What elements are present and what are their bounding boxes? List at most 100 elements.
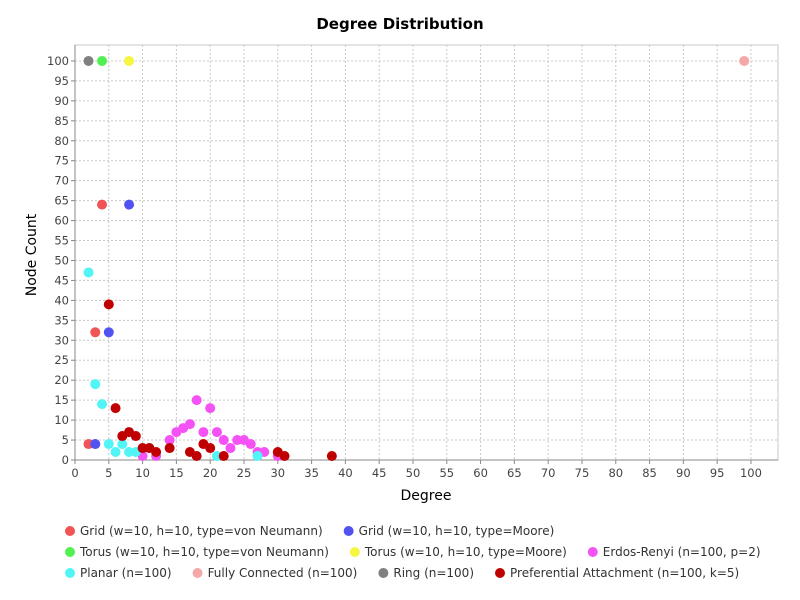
data-point [252,451,263,462]
y-tick-label: 55 [54,234,69,248]
x-tick-label: 5 [105,466,112,480]
data-point [90,379,101,390]
data-point [90,327,101,338]
x-tick-label: 65 [507,466,522,480]
data-point [164,435,175,446]
x-tick-label: 20 [203,466,218,480]
data-point [97,199,108,210]
x-tick-label: 75 [575,466,590,480]
data-point [279,451,290,462]
x-tick-label: 10 [135,466,150,480]
data-point [130,431,141,442]
legend-marker [192,568,203,578]
x-tick-label: 30 [270,466,285,480]
y-tick-label: 0 [62,453,69,467]
legend-label: Torus (w=10, h=10, type=von Neumann) [79,545,329,559]
x-tick-label: 55 [439,466,454,480]
x-tick-label: 25 [237,466,252,480]
plot-background [74,44,779,461]
y-tick-label: 90 [54,94,69,108]
data-point [151,447,162,458]
legend-label: Planar (n=100) [80,566,172,580]
x-axis-title: Degree [401,488,452,504]
data-point [90,439,101,450]
x-tick-label: 45 [372,466,387,480]
data-point [124,55,135,66]
data-point [97,399,108,410]
data-point [191,451,202,462]
y-tick-label: 5 [62,433,69,447]
data-point [83,55,94,66]
data-point [184,419,195,430]
x-tick-label: 85 [642,466,657,480]
legend-label: Ring (n=100) [393,566,474,580]
legend-label: Torus (w=10, h=10, type=Moore) [364,545,567,559]
legend-label: Erdos-Renyi (n=100, p=2) [603,545,761,559]
y-tick-label: 50 [54,253,69,267]
data-point [218,451,229,462]
legend-marker [495,568,505,578]
data-point [245,439,256,450]
legend-marker [349,547,360,557]
data-point [198,427,209,438]
data-point [97,55,108,66]
legend-marker [587,547,598,557]
legend-label: Fully Connected (n=100) [208,566,358,580]
chart-title: Degree Distribution [316,15,483,33]
x-tick-label: 15 [169,466,184,480]
y-tick-label: 75 [54,154,69,168]
data-point [83,267,94,278]
data-point [211,427,222,438]
y-tick-label: 25 [54,353,69,367]
x-tick-label: 100 [740,466,762,480]
data-point [117,439,128,450]
legend-marker [65,547,75,557]
y-tick-label: 35 [54,313,69,327]
y-tick-label: 60 [54,214,69,228]
data-point [124,199,135,210]
x-tick-label: 70 [541,466,556,480]
data-point [103,327,114,338]
y-tick-label: 30 [54,333,69,347]
y-tick-label: 10 [54,413,69,427]
data-point [205,403,216,414]
y-tick-label: 45 [54,273,69,287]
y-tick-label: 80 [54,134,69,148]
x-tick-label: 40 [338,466,353,480]
legend-marker [65,568,75,578]
legend-label: Preferential Attachment (n=100, k=5) [510,566,739,580]
y-tick-label: 85 [54,114,69,128]
x-tick-label: 95 [710,466,725,480]
x-tick-label: 35 [304,466,319,480]
legend-marker [378,568,389,578]
y-axis-title: Node Count [24,213,40,296]
data-point [218,435,229,446]
legend: Grid (w=10, h=10, type=von Neumann) Grid … [65,524,761,580]
y-tick-label: 70 [54,174,69,188]
y-tick-label: 40 [54,293,69,307]
y-tick-label: 65 [54,194,69,208]
legend-marker [343,526,354,536]
data-point [205,443,216,454]
legend-marker [65,526,75,536]
x-tick-label: 0 [71,466,78,480]
x-tick-label: 90 [676,466,691,480]
x-tick-label: 80 [608,466,623,480]
data-point [110,447,121,458]
data-point [191,395,202,406]
legend-label: Grid (w=10, h=10, type=Moore) [359,524,555,538]
data-point [326,451,337,462]
y-tick-label: 95 [54,74,69,88]
x-tick-label: 60 [473,466,488,480]
y-tick-label: 100 [47,54,69,68]
plot-area: 0510152025303540455055606570758085909510… [47,44,779,480]
data-point [225,443,236,454]
y-tick-label: 20 [54,373,69,387]
data-point [110,403,121,414]
y-tick-label: 15 [54,393,69,407]
legend-label: Grid (w=10, h=10, type=von Neumann) [80,524,323,538]
x-tick-label: 50 [406,466,421,480]
data-point [103,439,114,450]
data-point [739,55,750,66]
